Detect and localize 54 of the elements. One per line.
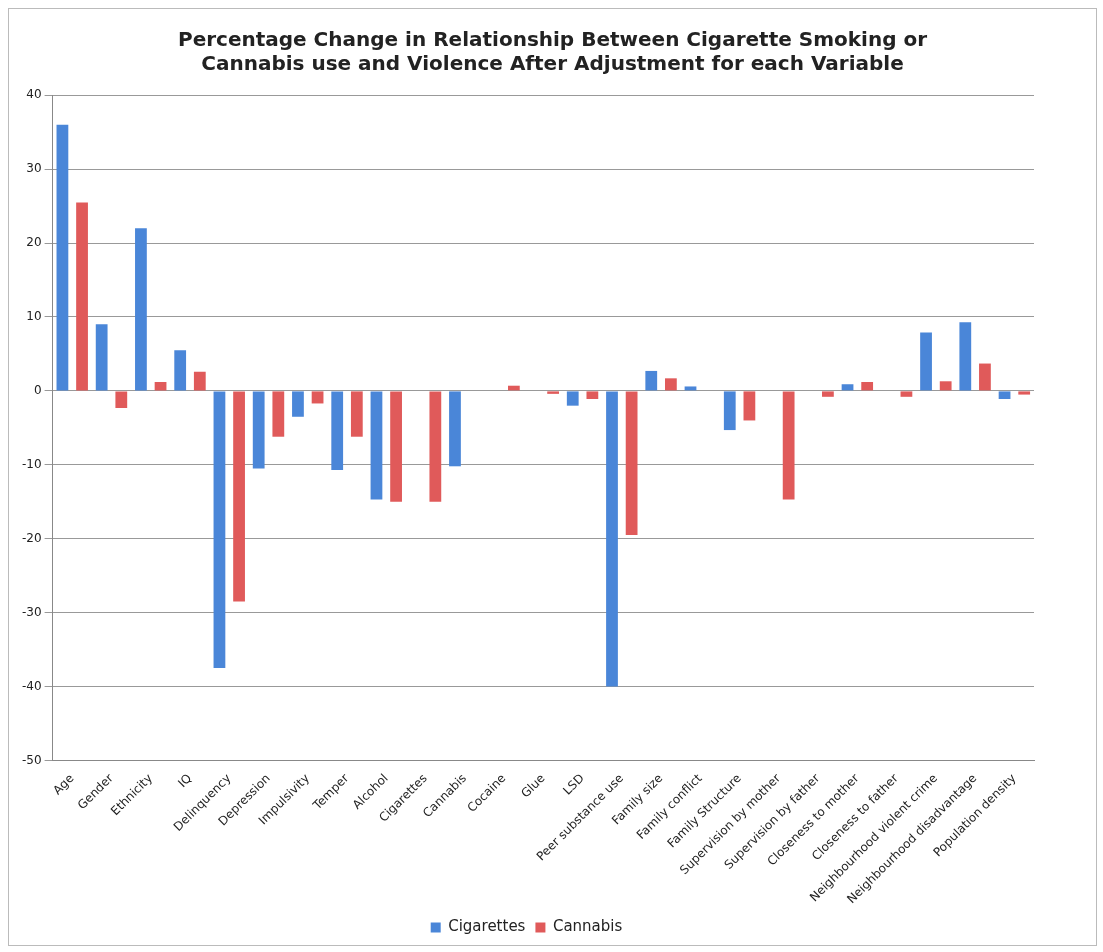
bar — [213, 391, 226, 669]
bar — [429, 391, 442, 502]
y-tick-label: 10 — [26, 309, 42, 324]
bar — [841, 384, 854, 391]
x-tick-label: Age — [50, 771, 77, 798]
y-tick-label: -30 — [21, 604, 42, 619]
bar — [390, 391, 402, 502]
bar — [252, 391, 265, 469]
bar — [959, 322, 972, 391]
bar — [174, 350, 187, 391]
y-tick-label: 20 — [26, 235, 42, 250]
y-tick-label: -10 — [21, 456, 42, 471]
bar — [900, 391, 913, 397]
bar — [233, 391, 245, 602]
bar — [998, 391, 1011, 400]
bar — [979, 363, 991, 391]
bar — [115, 391, 128, 408]
bar — [292, 391, 304, 417]
bar — [350, 391, 363, 437]
bar — [547, 391, 559, 394]
bar — [625, 391, 638, 536]
y-tick-label: 30 — [26, 161, 42, 176]
chart-title: Percentage Change in Relationship Between Cigarette Smoking or Cannabis use and Violence After Adjustment for each Variable — [176, 26, 928, 77]
bar — [684, 386, 697, 391]
bar — [56, 124, 69, 391]
legend-label: Cigarettes — [448, 917, 526, 936]
legend-label: Cannabis — [552, 917, 623, 936]
bar — [920, 332, 932, 391]
bar — [331, 391, 344, 470]
bar — [135, 228, 147, 391]
bar — [645, 370, 658, 391]
bar — [311, 391, 324, 404]
bar — [861, 382, 874, 391]
y-tick-label: -40 — [21, 678, 42, 693]
bar — [822, 391, 834, 397]
bar — [743, 391, 756, 421]
bar — [449, 391, 461, 467]
bar — [606, 391, 618, 687]
bar — [370, 391, 383, 500]
bar — [586, 391, 599, 400]
y-tick-label: -20 — [21, 530, 42, 545]
bar — [272, 391, 285, 437]
y-tick-label: 0 — [33, 383, 42, 398]
bar — [193, 371, 206, 391]
bar — [566, 391, 579, 406]
bar — [95, 324, 108, 391]
bar — [76, 202, 88, 391]
bar — [939, 381, 952, 391]
y-tick-label: -50 — [21, 752, 42, 767]
bar — [664, 378, 677, 391]
bar — [1018, 391, 1031, 395]
bar — [782, 391, 795, 500]
bar — [723, 391, 736, 431]
y-tick-label: 40 — [26, 87, 42, 102]
